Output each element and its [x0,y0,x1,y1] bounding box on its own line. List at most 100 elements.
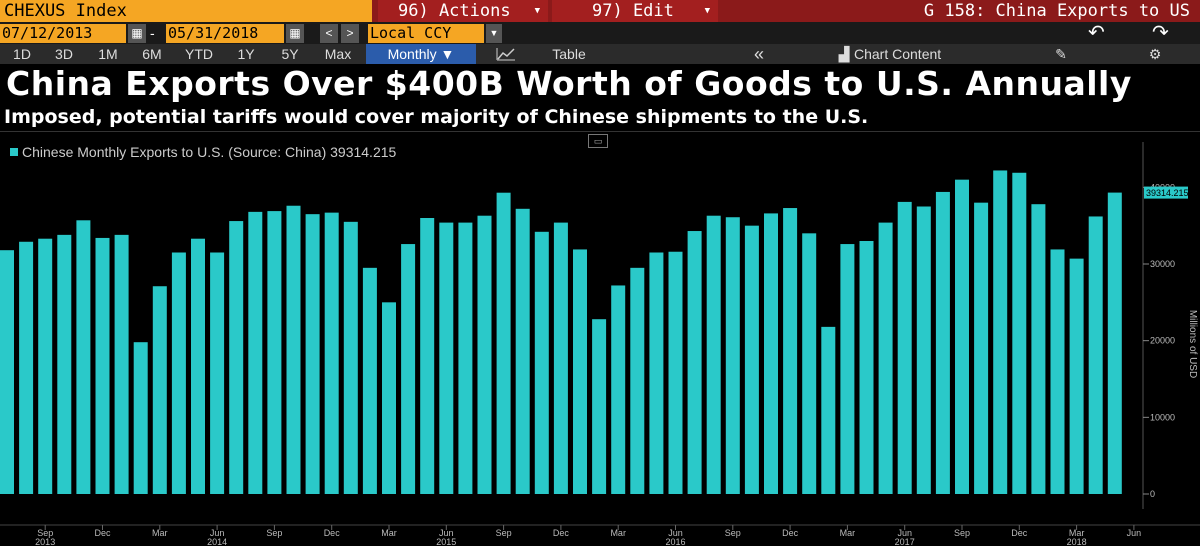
range-1y-button[interactable]: 1Y [237,46,255,62]
x-tick-label: Sep [954,528,970,538]
bar [496,192,511,494]
last-value-label: 39314.215 [1146,188,1189,198]
chart-subheadline: Imposed, potential tariffs would cover m… [4,106,869,128]
last-value-badge [1144,186,1188,199]
bar [458,222,473,494]
caret-down-icon: ▼ [534,6,540,16]
currency-select[interactable]: Local CCY [368,24,484,43]
x-tick-label: Jun [439,528,454,538]
bar [305,214,320,494]
x-tick-label: Mar [840,528,856,538]
bar [515,208,530,495]
annotate-icon[interactable]: ✎ [1055,46,1067,62]
period-select[interactable]: Monthly ▼ [366,44,476,64]
x-tick-label: Jun [1127,528,1142,538]
bar [1088,216,1103,494]
bar [840,244,855,494]
gear-icon[interactable]: ⚙ [1148,46,1162,62]
start-date-input[interactable]: 07/12/2013 [0,24,126,43]
bar [974,202,989,494]
date-bar: 07/12/2013 ▦ - 05/31/2018 ▦ < > Local CC… [0,22,1200,44]
bar [725,217,740,494]
bar [993,170,1008,494]
bar [133,342,148,494]
legend-swatch [10,148,18,156]
bar [19,241,34,494]
bar [362,267,377,494]
collapse-icon[interactable]: « [753,44,764,64]
bar [171,252,186,494]
bar [477,215,492,494]
bar [935,191,950,494]
range-6m-button[interactable]: 6M [142,46,162,62]
panel-options-icon[interactable]: ▭ [588,134,608,148]
bar [955,179,969,494]
bar [0,250,14,494]
bar [401,244,416,494]
bar [630,267,645,494]
x-year-label: 2013 [35,537,55,546]
bar [1050,249,1065,494]
bar [783,208,798,494]
chart-headline: China Exports Over $400B Worth of Goods … [6,64,1132,103]
x-tick-label: Dec [94,528,111,538]
chart-legend[interactable]: Chinese Monthly Exports to U.S. (Source:… [10,143,396,161]
date-separator: - [150,25,155,41]
next-arrow-icon[interactable]: > [341,24,359,43]
end-date-input[interactable]: 05/31/2018 [166,24,284,43]
bar [324,212,339,494]
range-ytd-button[interactable]: YTD [185,46,213,62]
undo-icon[interactable]: ↶ [1088,22,1105,44]
line-chart-icon-graphic [496,48,515,61]
range-5y-button[interactable]: 5Y [281,46,299,62]
range-1d-button[interactable]: 1D [13,46,31,62]
range-max-button[interactable]: Max [324,46,352,62]
bar [534,231,549,495]
caret-down-icon[interactable]: ▼ [486,24,502,43]
range-3d-button[interactable]: 3D [55,46,73,62]
x-tick-label: Mar [610,528,626,538]
bar [439,222,454,494]
bar [1031,204,1046,494]
bar [592,319,607,494]
actions-menu-button[interactable]: 96) Actions ▼ [378,0,548,22]
bar [57,234,72,494]
redo-icon[interactable]: ↷ [1152,22,1169,44]
x-tick-label: Dec [1011,528,1028,538]
bar [191,238,205,494]
line-chart-icon[interactable] [486,44,526,64]
bar [286,205,301,494]
bar [687,231,702,494]
bar [802,233,817,494]
range-1m-button[interactable]: 1M [98,46,118,62]
x-tick-label: Mar [152,528,168,538]
bar [343,221,358,494]
x-tick-label: Jun [668,528,683,538]
bar [1069,258,1084,494]
table-button[interactable]: Table [552,46,586,62]
y-tick-label: 0 [1150,489,1155,499]
bar [248,211,263,494]
x-tick-label: Sep [725,528,741,538]
calendar-icon[interactable]: ▦ [128,24,146,43]
edit-label: 97) Edit [592,1,674,21]
bar [821,326,836,494]
bar [668,251,683,494]
chart-content-button[interactable]: Chart Content [854,46,942,62]
bar [229,221,244,495]
bar [210,252,225,494]
bar [764,213,778,494]
prev-arrow-icon[interactable]: < [320,24,338,43]
bar-chart: 010000200003000040000Millions of USD3931… [0,142,1200,546]
x-tick-label: Sep [37,528,53,538]
calendar-icon[interactable]: ▦ [286,24,304,43]
bar [611,285,626,494]
chart-toolbar: 1D 3D 1M 6M YTD 1Y 5Y Max Monthly ▼ Tabl… [0,44,1200,64]
ticker-field[interactable]: CHEXUS Index [0,0,372,22]
bar [38,238,53,494]
bar [114,234,129,494]
bar [1012,172,1027,494]
edit-menu-button[interactable]: 97) Edit ▼ [552,0,718,22]
actions-label: 96) Actions [398,1,511,21]
x-year-label: 2016 [665,537,685,546]
